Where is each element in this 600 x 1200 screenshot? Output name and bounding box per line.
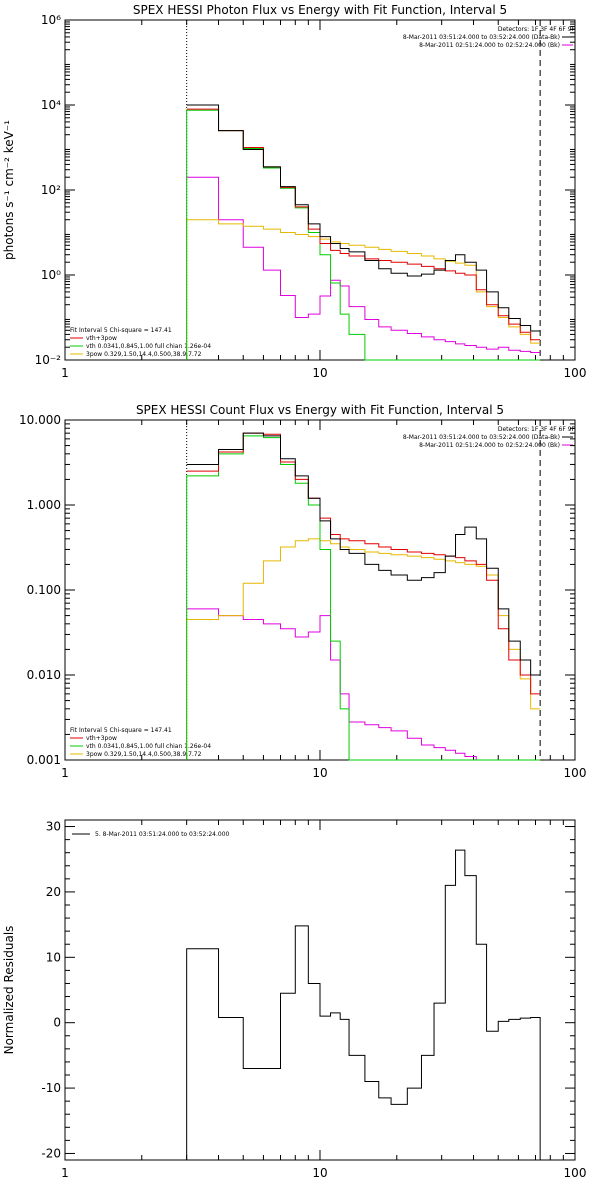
photon-flux-detector-legend: Detectors: 1F 3F 4F 6F 9F 8-Mar-2011 03:… bbox=[403, 26, 576, 49]
count-flux-fit-legend: Fit Interval 5 Chi-square = 147.41 vth+3… bbox=[70, 727, 211, 758]
x-tick-label: 1 bbox=[61, 766, 69, 780]
photon-flux-y-axis-label: photons s⁻¹ cm⁻² keV⁻¹ bbox=[2, 120, 16, 260]
fit-chi-square-text: Fit Interval 5 Chi-square = 147.41 bbox=[70, 727, 172, 734]
data-spectrum-line bbox=[186, 104, 541, 332]
count-flux-detector-legend: Detectors: 1F 3F 4F 6F 9F 8-Mar-2011 03:… bbox=[403, 426, 576, 449]
y-tick-label: 10⁴ bbox=[41, 98, 61, 112]
thermal-component-line bbox=[186, 109, 541, 361]
data-interval-legend-text: 8-Mar-2011 03:51:24.000 to 03:52:24.000 … bbox=[403, 434, 560, 441]
photon-flux-title: SPEX HESSI Photon Flux vs Energy with Fi… bbox=[133, 3, 507, 17]
y-tick-label: 0 bbox=[53, 1016, 61, 1030]
y-tick-label: 30 bbox=[46, 820, 61, 834]
background-interval-legend-text: 8-Mar-2011 02:51:24.000 to 02:52:24.000 … bbox=[419, 42, 560, 49]
y-tick-label: 0.010 bbox=[27, 668, 61, 682]
y-tick-label: 10⁶ bbox=[41, 13, 61, 27]
photon-flux-fit-legend: Fit Interval 5 Chi-square = 147.41 vth+3… bbox=[70, 327, 211, 358]
photon-flux-panel: SPEX HESSI Photon Flux vs Energy with Fi… bbox=[2, 3, 586, 380]
total-fit-line bbox=[186, 432, 541, 695]
residuals-legend-text: 5. 8-Mar-2011 03:51:24.000 to 03:52:24.0… bbox=[95, 831, 230, 838]
y-tick-label: 20 bbox=[46, 885, 61, 899]
fit-thermal-params-text: vth 0.0341,0.845,1.00 full chian 1.26e-0… bbox=[86, 743, 211, 750]
fit-chi-square-text: Fit Interval 5 Chi-square = 147.41 bbox=[70, 327, 172, 334]
x-tick-label: 10 bbox=[312, 766, 327, 780]
x-tick-label: 100 bbox=[564, 766, 587, 780]
detector-list-text: Detectors: 1F 3F 4F 6F 9F bbox=[498, 426, 576, 433]
y-tick-label: 10 bbox=[46, 950, 61, 964]
fit-powerlaw-params-text: 3pow 0.329,1.50,14.4,0.500,38.9,7.72 bbox=[86, 351, 202, 358]
count-flux-title: SPEX HESSI Count Flux vs Energy with Fit… bbox=[136, 403, 504, 417]
data-interval-legend-text: 8-Mar-2011 03:51:24.000 to 03:52:24.000 … bbox=[403, 34, 560, 41]
background-spectrum-line bbox=[186, 608, 541, 761]
powerlaw-component-line bbox=[186, 219, 541, 360]
x-tick-label: 10 bbox=[312, 366, 327, 380]
y-tick-label: 0.001 bbox=[27, 753, 61, 767]
fit-powerlaw-params-text: 3pow 0.329,1.50,14.4,0.500,38.9,7.72 bbox=[86, 751, 202, 758]
fit-thermal-params-text: vth 0.0341,0.845,1.00 full chian 1.26e-0… bbox=[86, 343, 211, 350]
y-tick-label: 1.000 bbox=[27, 498, 61, 512]
y-tick-label: -10 bbox=[41, 1081, 61, 1095]
x-tick-label: 100 bbox=[564, 366, 587, 380]
residuals-line bbox=[186, 849, 541, 1160]
count-flux-panel: SPEX HESSI Count Flux vs Energy with Fit… bbox=[19, 403, 586, 780]
residuals-panel: Normalized Residuals 5. 8-Mar-2011 03:51… bbox=[2, 819, 587, 1180]
y-tick-label: -20 bbox=[41, 1146, 61, 1160]
y-tick-label: 10.000 bbox=[19, 413, 61, 427]
y-tick-label: 10² bbox=[41, 183, 61, 197]
fit-total-model-text: vth+3pow bbox=[86, 335, 117, 342]
background-spectrum-line bbox=[186, 176, 541, 354]
x-tick-label: 10 bbox=[312, 1166, 327, 1180]
background-interval-legend-text: 8-Mar-2011 02:51:24.000 to 02:52:24.000 … bbox=[419, 442, 560, 449]
total-fit-line bbox=[186, 108, 541, 341]
y-tick-label: 0.100 bbox=[27, 583, 61, 597]
residuals-y-axis-label: Normalized Residuals bbox=[2, 926, 16, 1055]
thermal-component-line bbox=[186, 435, 541, 761]
x-tick-label: 100 bbox=[564, 1166, 587, 1180]
detector-list-text: Detectors: 1F 3F 4F 6F 9F bbox=[498, 26, 576, 33]
powerlaw-component-line bbox=[186, 538, 541, 760]
fit-total-model-text: vth+3pow bbox=[86, 735, 117, 742]
x-tick-label: 1 bbox=[61, 1166, 69, 1180]
y-tick-label: 10⁰ bbox=[41, 268, 61, 282]
x-tick-label: 1 bbox=[61, 366, 69, 380]
y-tick-label: 10⁻² bbox=[35, 353, 62, 367]
data-spectrum-line bbox=[186, 432, 541, 676]
